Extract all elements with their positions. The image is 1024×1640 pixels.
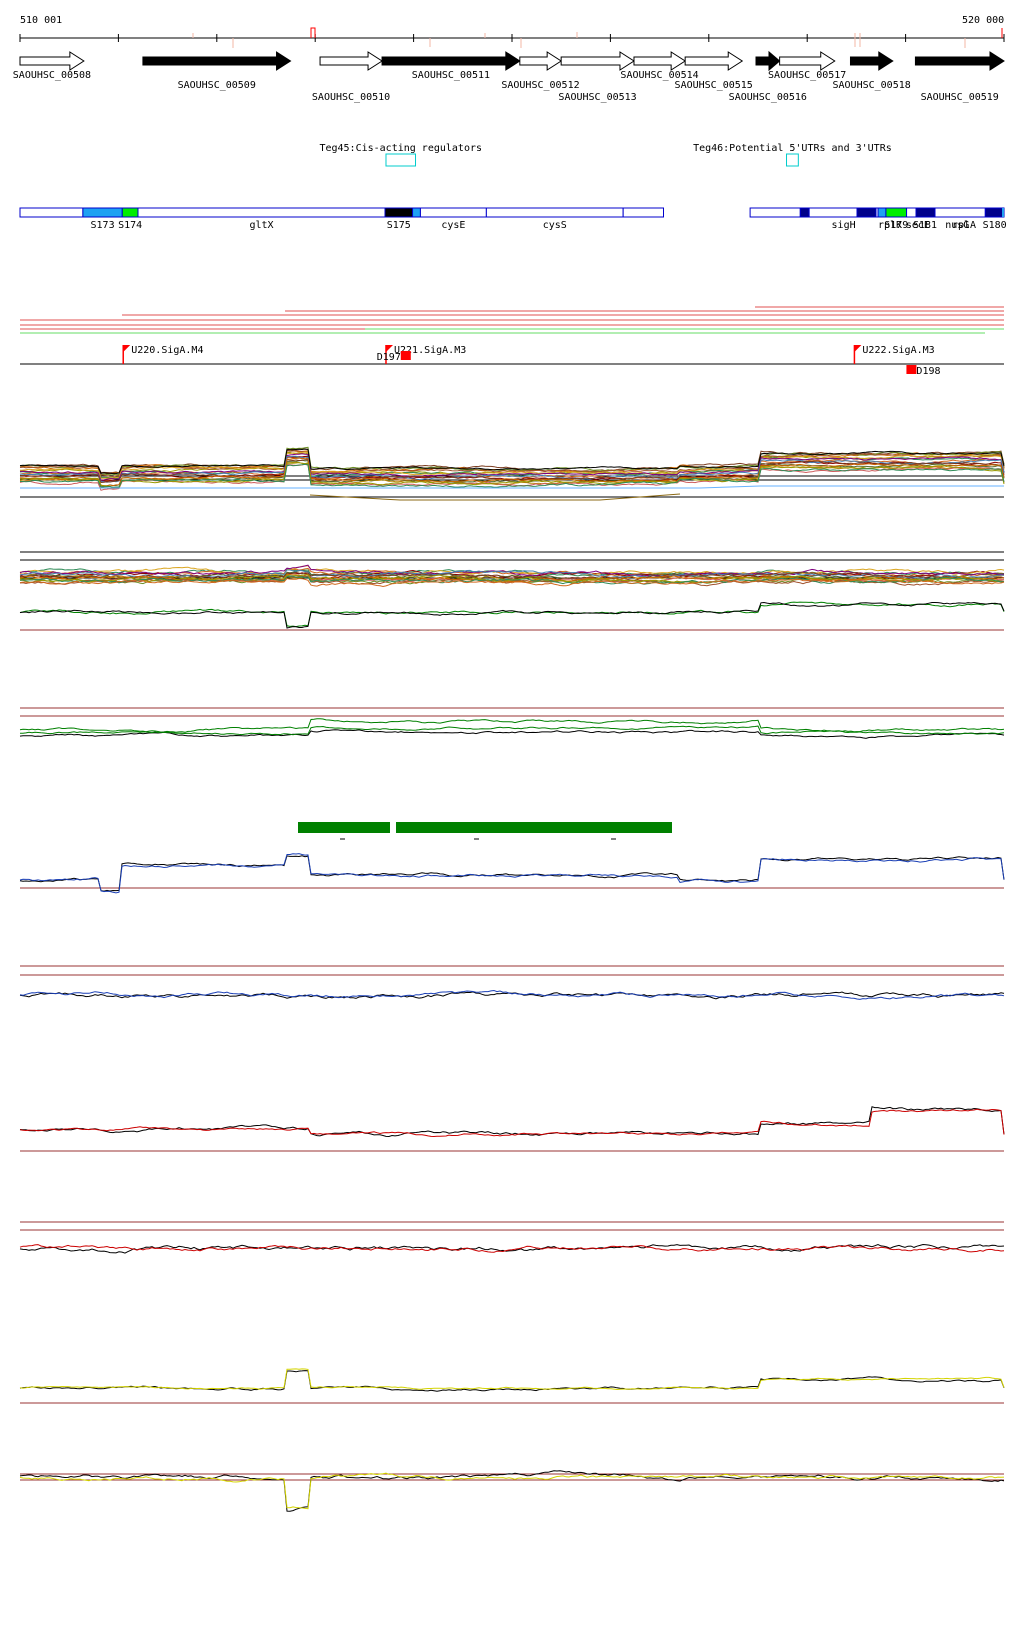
track-yellow-2 (19, 1470, 1005, 1512)
coordinate-ruler: 510 001 520 000 (19, 15, 1005, 48)
gene-arrow[interactable] (381, 51, 521, 71)
promoter-label: U221.SigA.M3 (394, 345, 466, 356)
segment-box[interactable] (19, 207, 84, 218)
segment-label: S174 (118, 220, 142, 231)
gene-label: SAOUHSC_00508 (13, 70, 91, 81)
gene-label: SAOUHSC_00519 (921, 92, 999, 103)
expression-tracks (19, 446, 1005, 1512)
gene-label: SAOUHSC_00512 (501, 80, 579, 91)
tiling-bar (396, 822, 672, 833)
segment-box[interactable] (82, 207, 123, 218)
segment-label-rplA: rplA (952, 220, 976, 231)
gene-arrow[interactable] (19, 51, 85, 71)
gene-arrow[interactable] (755, 50, 781, 72)
terminator-block[interactable] (400, 351, 411, 360)
terminator-markers: D197 D198 (377, 351, 941, 377)
gene-arrow[interactable] (560, 51, 635, 71)
tiling-bar (298, 822, 390, 833)
segment-label-S181: S181 (913, 220, 937, 231)
segment-label: S173 (91, 220, 115, 231)
track-blue-2 (19, 965, 1005, 1000)
track-yellow-1 (19, 1368, 1005, 1404)
teg-box[interactable] (786, 153, 799, 167)
track-multi-2 (19, 551, 1005, 631)
gene-label: SAOUHSC_00517 (768, 70, 846, 81)
gene-label: SAOUHSC_00513 (558, 92, 636, 103)
segment-box[interactable] (749, 207, 801, 218)
segment-right-labels: rplK S181 rplA (856, 207, 1004, 231)
tiling-bars (298, 822, 672, 840)
segment-label: sigH (832, 220, 856, 231)
segment-box[interactable] (799, 207, 810, 218)
gene-arrow[interactable] (633, 51, 687, 71)
segment-label: gltX (249, 220, 273, 231)
terminator-label: D197 (377, 352, 401, 363)
segment-label-rplK: rplK (878, 220, 902, 231)
segment-label: secE (906, 220, 930, 231)
track-green (19, 707, 1005, 739)
gene-track: SAOUHSC_00508 SAOUHSC_00509 SAOUHSC_00510 S… (13, 50, 1005, 103)
gene-arrow[interactable] (519, 51, 563, 71)
promoter-flag[interactable] (854, 345, 862, 352)
transcript-lines (20, 306, 1004, 334)
teg-track: Teg45:Cis-acting regulators Teg46:Potenti… (319, 143, 892, 167)
track-blue-1 (19, 853, 1005, 894)
ruler-start-label: 510 001 (20, 15, 62, 26)
segment-label: cysS (543, 220, 567, 231)
track-multi-1 (19, 446, 1005, 501)
track-red-2 (19, 1221, 1005, 1254)
segment-label: S179 (884, 220, 908, 231)
gene-arrow[interactable] (914, 51, 1005, 71)
track-red-1 (19, 1106, 1005, 1152)
regulatory-track: U220.SigA.M4 U221.SigA.M3 U222.SigA.M3 D19… (20, 345, 1004, 377)
segment-label: cysE (441, 220, 465, 231)
gene-arrow[interactable] (684, 51, 744, 71)
segment-box[interactable] (622, 207, 665, 218)
segment-box[interactable] (485, 207, 624, 218)
segment-box[interactable] (137, 207, 386, 218)
promoter-markers: U220.SigA.M4 U221.SigA.M3 U222.SigA.M3 (122, 345, 935, 364)
ruler-red-marks (192, 27, 1003, 48)
gene-label: SAOUHSC_00516 (729, 92, 807, 103)
teg-label: Teg46:Potential 5'UTRs and 3'UTRs (693, 143, 892, 154)
teg-label: Teg45:Cis-acting regulators (319, 143, 482, 154)
gene-arrow[interactable] (319, 51, 383, 71)
terminator-label: D198 (916, 366, 940, 377)
segment-box[interactable] (984, 207, 1005, 218)
gene-arrow[interactable] (142, 51, 292, 71)
promoter-flag[interactable] (123, 345, 131, 352)
segment-box[interactable] (419, 207, 487, 218)
promoter-label: U220.SigA.M4 (131, 345, 203, 356)
gene-label: SAOUHSC_00511 (412, 70, 490, 81)
gene-label: SAOUHSC_00518 (832, 80, 910, 91)
segment-box[interactable] (928, 207, 986, 218)
gene-arrow[interactable] (779, 51, 836, 71)
gene-label: SAOUHSC_00514 (620, 70, 698, 81)
segment-box[interactable] (384, 207, 414, 218)
segment-box[interactable] (885, 207, 908, 218)
gene-label: SAOUHSC_00509 (178, 80, 256, 91)
gene-arrow[interactable] (849, 51, 894, 71)
terminator-block[interactable] (906, 365, 917, 374)
promoter-flag[interactable] (385, 345, 393, 352)
gene-label: SAOUHSC_00510 (312, 92, 390, 103)
segment-box[interactable] (412, 207, 421, 218)
promoter-label: U222.SigA.M3 (862, 345, 934, 356)
segment-label: S180 (983, 220, 1007, 231)
segment-box[interactable] (121, 207, 139, 218)
gene-label: SAOUHSC_00515 (675, 80, 753, 91)
teg-box[interactable] (385, 153, 417, 167)
ruler-end-label: 520 000 (962, 15, 1004, 26)
segment-label: nusG (945, 220, 969, 231)
segment-label: S175 (387, 220, 411, 231)
segment-box[interactable] (877, 207, 887, 218)
